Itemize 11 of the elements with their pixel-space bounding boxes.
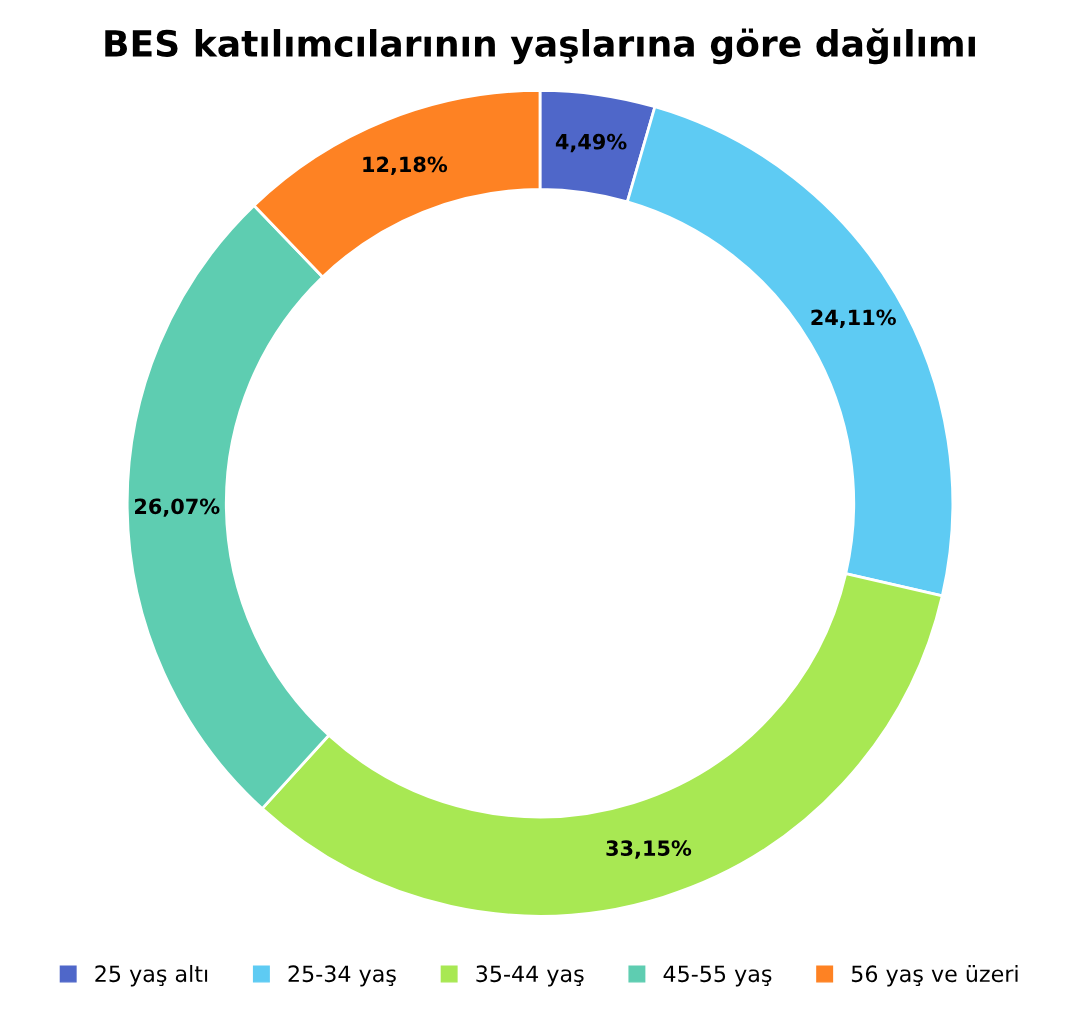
data-label: 26,07% bbox=[135, 498, 220, 517]
legend-label: 25 yaş altı bbox=[95, 964, 208, 987]
chart-title: BES katılımcılarının yaşlarına göre dağılımı bbox=[105, 28, 975, 65]
data-label: 12,18% bbox=[363, 156, 448, 175]
legend-label: 35-44 yaş bbox=[476, 965, 584, 987]
legend-label: 25-34 yaş bbox=[288, 965, 396, 987]
data-label: 24,11% bbox=[811, 309, 896, 328]
legend-label: 56 yaş ve üzeri bbox=[851, 964, 1018, 987]
data-label: 4,49% bbox=[555, 133, 627, 153]
legend-label: 45-55 yaş bbox=[663, 965, 772, 987]
data-label: 33,15% bbox=[606, 840, 692, 859]
